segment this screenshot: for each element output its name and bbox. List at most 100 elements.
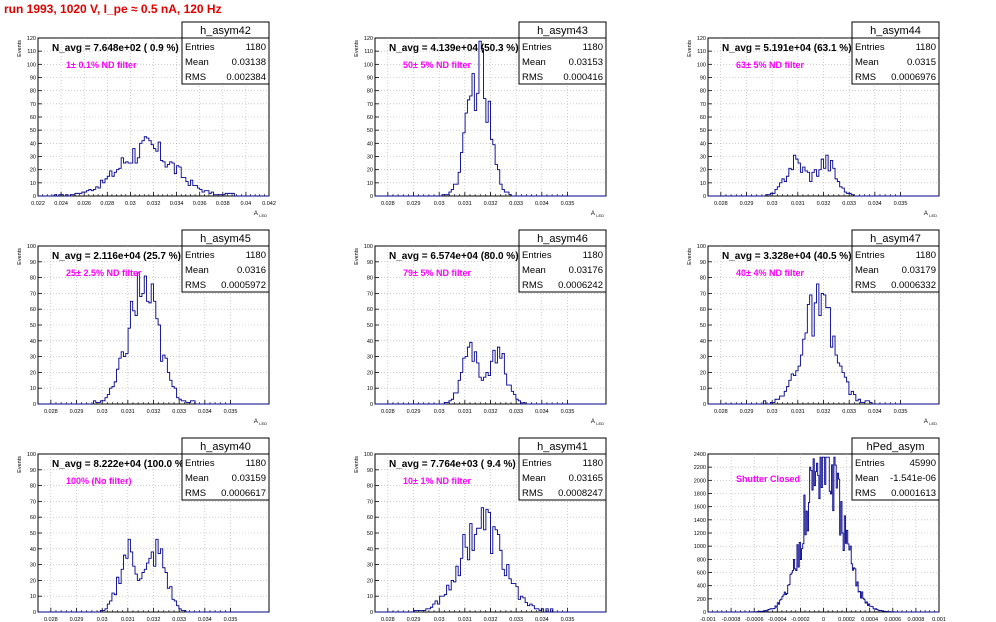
x-tick-label: 0.029 — [740, 201, 754, 207]
histogram-series — [38, 272, 269, 405]
stats-key: Mean — [522, 473, 546, 484]
y-tick-label: 50 — [367, 128, 373, 134]
y-tick-label: 400 — [697, 584, 706, 590]
stats-value: 0.0005972 — [221, 280, 266, 291]
y-tick-label: 1800 — [694, 492, 706, 498]
x-axis-label: A LED — [591, 419, 604, 426]
histogram-series — [375, 40, 606, 197]
y-tick-label: 90 — [700, 260, 706, 266]
navg-label: N_avg = 7.648e+02 ( 0.9 %) — [52, 43, 179, 54]
y-tick-label: 20 — [367, 168, 373, 174]
stats-box — [181, 21, 270, 85]
x-tick-label: 0.028 — [44, 617, 58, 622]
stats-key: Entries — [855, 458, 885, 469]
y-tick-label: 70 — [700, 102, 706, 108]
y-tick-label: 20 — [30, 168, 36, 174]
stats-key: Mean — [522, 265, 546, 276]
x-tick-label: 0.031 — [121, 409, 135, 415]
stats-key: Entries — [855, 42, 885, 53]
y-tick-label: 20 — [367, 370, 373, 376]
y-tick-label: 80 — [30, 484, 36, 490]
y-tick-label: 80 — [30, 89, 36, 95]
stats-value: 0.03153 — [569, 57, 603, 68]
x-tick-label: -0.0008 — [722, 617, 741, 622]
x-tick-label: 0.034 — [198, 409, 212, 415]
stats-value: 1180 — [583, 458, 603, 469]
stats-key: RMS — [855, 72, 876, 83]
y-tick-label: 0 — [370, 610, 373, 616]
y-tick-label: 60 — [30, 115, 36, 121]
stats-title: h_asym45 — [200, 233, 251, 245]
filter-annotation: 79± 5% ND filter — [403, 268, 471, 278]
y-tick-label: 800 — [697, 557, 706, 563]
x-tick-label: 0.034 — [535, 617, 549, 622]
y-tick-label: 10 — [367, 594, 373, 600]
y-tick-label: 50 — [30, 128, 36, 134]
x-tick-label: 0.022 — [31, 201, 45, 207]
stats-key: Mean — [185, 57, 209, 68]
x-tick-label: 0.029 — [70, 409, 84, 415]
x-tick-label: 0.034 — [868, 201, 882, 207]
histogram-series — [375, 341, 606, 405]
stats-value: 0.03138 — [232, 57, 266, 68]
stats-box — [181, 229, 270, 293]
y-tick-label: 100 — [364, 62, 373, 68]
y-tick-label: 50 — [700, 323, 706, 329]
y-tick-label: 30 — [30, 355, 36, 361]
x-tick-label: 0.033 — [509, 617, 523, 622]
y-axis-label: Events — [354, 248, 360, 265]
x-axis-label: A LED — [254, 419, 267, 426]
stats-box — [518, 437, 607, 501]
y-tick-label: 110 — [697, 49, 706, 55]
y-tick-label: 10 — [367, 386, 373, 392]
stats-value: 0.002384 — [226, 72, 266, 83]
x-tick-label: 0.035 — [224, 409, 238, 415]
stats-value: 1180 — [916, 250, 936, 261]
stats-key: Mean — [185, 473, 209, 484]
x-tick-label: 0.03 — [767, 201, 778, 207]
y-tick-label: 80 — [700, 89, 706, 95]
y-tick-label: 2400 — [694, 452, 706, 458]
y-tick-label: 30 — [367, 563, 373, 569]
navg-label: N_avg = 4.139e+04 (50.3 %) — [389, 43, 519, 54]
filter-annotation: 10± 1% ND filter — [403, 476, 471, 486]
y-tick-label: 0 — [703, 402, 706, 408]
stats-value: 0.03176 — [569, 265, 603, 276]
stats-key: Entries — [522, 458, 552, 469]
y-tick-label: 120 — [364, 36, 373, 42]
y-tick-label: 0 — [703, 194, 706, 200]
histogram-series — [375, 507, 606, 613]
y-tick-label: 10 — [30, 181, 36, 187]
x-tick-label: 0.031 — [458, 201, 472, 207]
x-tick-label: 0.028 — [381, 409, 395, 415]
x-tick-label: 0.035 — [561, 201, 575, 207]
stats-key: RMS — [185, 72, 206, 83]
x-axis-label: A LED — [591, 211, 604, 218]
stats-title: h_asym46 — [537, 233, 588, 245]
x-tick-label: 0.001 — [932, 617, 946, 622]
histogram-series — [708, 154, 939, 197]
y-tick-label: 70 — [30, 499, 36, 505]
x-tick-label: 0.029 — [407, 617, 421, 622]
y-tick-label: 50 — [367, 323, 373, 329]
navg-label: N_avg = 2.116e+04 (25.7 %) — [52, 251, 181, 262]
y-tick-label: 90 — [30, 468, 36, 474]
x-tick-label: 0.028 — [44, 409, 58, 415]
y-tick-label: 40 — [367, 141, 373, 147]
stats-title: hPed_asym — [866, 441, 924, 453]
y-tick-label: 2000 — [694, 478, 706, 484]
x-tick-label: 0.036 — [193, 201, 207, 207]
stats-key: RMS — [185, 488, 206, 499]
y-tick-label: 90 — [367, 76, 373, 82]
y-tick-label: 20 — [700, 370, 706, 376]
y-tick-label: 90 — [700, 76, 706, 82]
filter-annotation: 63± 5% ND filter — [736, 60, 804, 70]
x-tick-label: 0.026 — [77, 201, 91, 207]
stats-key: Entries — [522, 42, 552, 53]
x-tick-label: 0.029 — [407, 201, 421, 207]
stats-title: h_asym41 — [537, 441, 588, 453]
navg-label: N_avg = 6.574e+04 (80.0 %) — [389, 251, 519, 262]
histogram-panel: -0.001 -0.0008 -0.0006 -0.0004 -0.0002 0 0.000… — [694, 437, 946, 622]
stats-key: Entries — [522, 250, 552, 261]
stats-value: 1180 — [246, 250, 266, 261]
